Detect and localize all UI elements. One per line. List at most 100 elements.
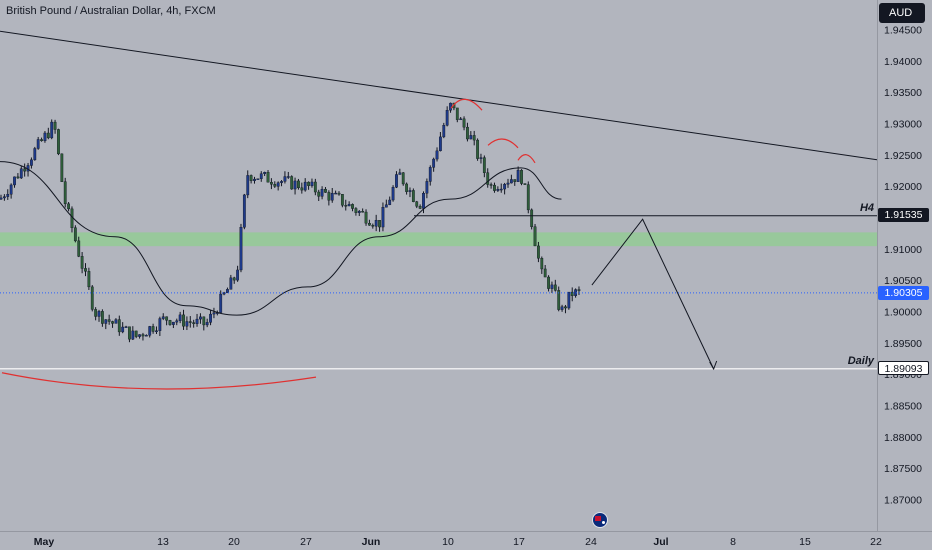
candle-body bbox=[489, 184, 493, 186]
candle-body bbox=[242, 194, 246, 228]
candle-body bbox=[445, 110, 449, 126]
currency-button[interactable]: AUD bbox=[879, 3, 925, 23]
candle-body bbox=[327, 192, 331, 201]
candle-body bbox=[418, 206, 422, 209]
candle-body bbox=[148, 326, 152, 336]
time-tick-label: 24 bbox=[585, 536, 597, 548]
candle-body bbox=[107, 319, 111, 322]
candle-body bbox=[577, 289, 581, 291]
price-tick-label: 1.94000 bbox=[884, 56, 922, 68]
moving-average-line bbox=[0, 161, 562, 316]
candle-body bbox=[567, 291, 571, 309]
candle-body bbox=[84, 268, 87, 272]
candle-body bbox=[513, 179, 517, 182]
candle-body bbox=[428, 167, 432, 182]
candle-body bbox=[67, 203, 71, 210]
candle-body bbox=[100, 311, 104, 324]
candle-body bbox=[297, 180, 300, 189]
candle-body bbox=[455, 107, 459, 120]
time-tick-label: 10 bbox=[442, 536, 454, 548]
candle-body bbox=[155, 330, 158, 332]
candle-body bbox=[209, 313, 212, 323]
candle-body bbox=[496, 189, 500, 191]
candle-body bbox=[557, 290, 561, 310]
candle-body bbox=[526, 184, 530, 211]
time-tick-label: 20 bbox=[228, 536, 240, 548]
h4-price-tag: 1.91535 bbox=[878, 208, 929, 222]
price-tick-label: 1.90500 bbox=[884, 275, 922, 287]
candle-body bbox=[300, 187, 304, 191]
candle-body bbox=[19, 168, 23, 179]
candle-body bbox=[192, 322, 196, 324]
candle-body bbox=[509, 179, 513, 184]
price-tick-label: 1.92000 bbox=[884, 181, 922, 193]
time-tick-label: 22 bbox=[870, 536, 882, 548]
candle-body bbox=[334, 192, 338, 195]
candle-body bbox=[547, 276, 550, 289]
candle-body bbox=[185, 321, 189, 327]
candle-body bbox=[266, 172, 270, 183]
pattern-arc bbox=[450, 98, 483, 111]
candle-body bbox=[388, 199, 392, 205]
candle-body bbox=[401, 172, 405, 185]
candle-body bbox=[263, 172, 267, 174]
candle-body bbox=[36, 139, 40, 149]
candle-body bbox=[364, 211, 368, 224]
candle-body bbox=[520, 169, 523, 184]
daily-price-tag: 1.89093 bbox=[878, 361, 929, 375]
candle-body bbox=[90, 286, 94, 310]
flag-star bbox=[602, 521, 605, 524]
candle-body bbox=[405, 183, 408, 192]
candle-body bbox=[50, 121, 54, 139]
candle-body bbox=[293, 180, 297, 190]
candle-body bbox=[506, 182, 510, 185]
descending-trendline bbox=[0, 30, 878, 161]
candle-body bbox=[171, 321, 175, 325]
time-tick-label: Jul bbox=[653, 536, 668, 548]
candle-body bbox=[337, 192, 341, 195]
candle-body bbox=[374, 220, 378, 227]
candle-body bbox=[13, 176, 16, 186]
candle-body bbox=[57, 129, 60, 155]
candle-body bbox=[533, 226, 537, 247]
candle-body bbox=[87, 271, 91, 288]
candle-body bbox=[395, 174, 398, 188]
price-tick-label: 1.90000 bbox=[884, 306, 922, 318]
candle-body bbox=[540, 258, 544, 270]
candle-body bbox=[459, 118, 463, 121]
candle-body bbox=[351, 204, 354, 209]
candle-body bbox=[273, 184, 277, 187]
candle-body bbox=[46, 132, 50, 139]
time-tick-label: 17 bbox=[513, 536, 525, 548]
pattern-arc bbox=[1, 372, 317, 390]
candle-body bbox=[368, 223, 371, 226]
time-axis-separator bbox=[0, 531, 932, 532]
pattern-arc bbox=[487, 138, 519, 149]
candle-body bbox=[523, 183, 527, 185]
candle-body bbox=[303, 181, 307, 191]
price-tick-label: 1.94500 bbox=[884, 25, 922, 37]
candle-body bbox=[222, 292, 226, 295]
candle-body bbox=[2, 196, 6, 199]
candle-body bbox=[462, 118, 466, 128]
candle-body bbox=[290, 176, 294, 190]
candle-body bbox=[320, 188, 324, 197]
price-tick-label: 1.88000 bbox=[884, 432, 922, 444]
candle-body bbox=[182, 314, 185, 327]
candle-body bbox=[570, 291, 574, 296]
candle-body bbox=[73, 227, 77, 242]
candle-body bbox=[40, 139, 43, 142]
candle-body bbox=[114, 319, 118, 324]
candle-body bbox=[270, 182, 273, 185]
projection-path bbox=[591, 218, 715, 370]
candle-body bbox=[381, 207, 385, 228]
candle-body bbox=[212, 312, 216, 315]
au-event-flag-icon[interactable] bbox=[592, 512, 608, 528]
chart-title: British Pound / Australian Dollar, 4h, F… bbox=[6, 5, 216, 17]
price-tick-label: 1.89500 bbox=[884, 338, 922, 350]
time-tick-label: Jun bbox=[362, 536, 381, 548]
candle-body bbox=[466, 126, 469, 140]
candle-body bbox=[53, 121, 57, 130]
